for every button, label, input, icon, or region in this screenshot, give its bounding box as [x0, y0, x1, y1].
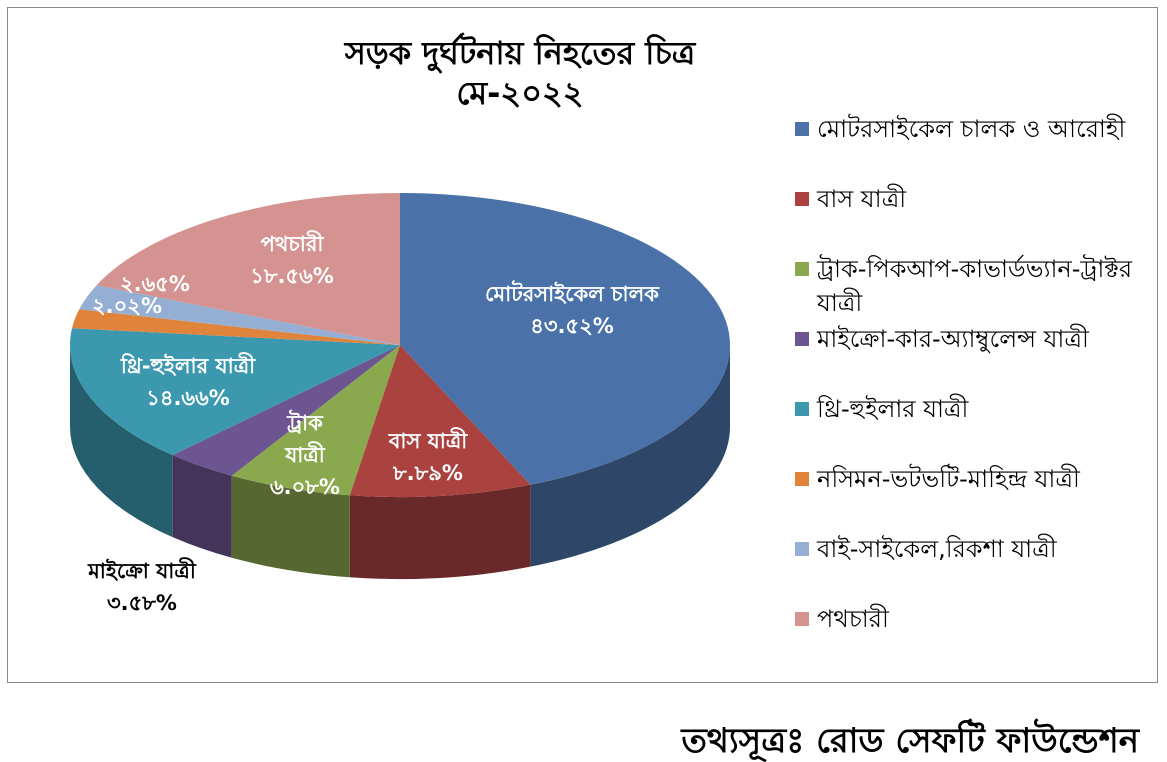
data-label-value: ১৪.৬৬% — [146, 386, 230, 410]
data-label: থ্রি-হুইলার যাত্রী ১৪.৬৬% — [58, 350, 318, 414]
legend-swatch — [795, 472, 809, 486]
data-label-value: ২.০২% — [92, 294, 162, 318]
legend-item: থ্রি-হুইলার যাত্রী — [795, 392, 968, 426]
slice-side — [349, 484, 531, 579]
legend-label: পথচারী — [817, 605, 889, 633]
legend-item: মোটরসাইকেল চালক ও আরোহী — [795, 112, 1125, 146]
legend-label: বাই-সাইকেল,রিকশা যাত্রী — [817, 535, 1057, 563]
data-label: মোটরসাইকেল চালক ৪৩.৫২% — [472, 278, 672, 342]
data-label-name: পথচারী — [260, 232, 324, 256]
legend-item: নসিমন-ভটভটি-মাহিন্দ্র যাত্রী — [795, 462, 1080, 496]
data-label: পথচারী ১৮.৫৬% — [217, 228, 367, 292]
data-label-value: ২.৬৫% — [120, 272, 190, 296]
chart-title: সড়ক দুর্ঘটনায় নিহতের চিত্র — [344, 34, 696, 72]
data-label-name: থ্রি-হুইলার যাত্রী — [120, 354, 256, 378]
legend-label: থ্রি-হুইলার যাত্রী — [817, 395, 969, 423]
slice — [69, 328, 400, 456]
slice — [231, 345, 400, 496]
data-label-value: ৬.০৮% — [270, 475, 340, 499]
slice-side — [530, 345, 730, 567]
slice-side — [172, 455, 232, 558]
chart-subtitle: মে-২০২২ — [456, 74, 584, 112]
slice — [96, 193, 401, 345]
data-label-name: মাইক্রো যাত্রী — [88, 559, 196, 583]
data-label-value: ৪৩.৫২% — [530, 314, 614, 338]
data-label: ট্রাক যাত্রী ৬.০৮% — [265, 407, 345, 503]
legend-item: মাইক্রো-কার-অ্যাম্বুলেন্স যাত্রী — [795, 322, 1089, 356]
data-label-value: ৮.৮৯% — [393, 461, 463, 485]
legend-swatch — [795, 122, 809, 136]
slice — [79, 285, 400, 345]
legend-swatch — [795, 612, 809, 626]
legend-label: মাইক্রো-কার-অ্যাম্বুলেন্স যাত্রী — [817, 325, 1089, 353]
data-label: বাস যাত্রী ৮.৮৯% — [353, 425, 503, 489]
slice-side — [231, 475, 350, 578]
source-note: তথ্যসূত্রঃ রোড সেফটি ফাউন্ডেশন — [681, 721, 1139, 761]
slice — [400, 193, 731, 485]
legend-item: বাস যাত্রী — [795, 182, 906, 216]
legend-swatch — [795, 262, 809, 276]
legend-swatch — [795, 332, 809, 346]
legend-item: ট্রাক-পিকআপ-কাভার্ডভ্যান-ট্রাক্টর যাত্রী — [795, 252, 1145, 320]
data-label-value: ৩.৫৮% — [107, 591, 177, 615]
data-label: ২.০২% — [77, 290, 177, 322]
legend-label: নসিমন-ভটভটি-মাহিন্দ্র যাত্রী — [817, 465, 1080, 493]
data-label: মাইক্রো যাত্রী ৩.৫৮% — [42, 555, 242, 619]
data-label-value: ১৮.৫৬% — [250, 264, 334, 288]
legend-item: বাই-সাইকেল,রিকশা যাত্রী — [795, 532, 1057, 566]
legend-label: মোটরসাইকেল চালক ও আরোহী — [817, 115, 1126, 143]
data-label-name: বাস যাত্রী — [388, 429, 468, 453]
legend-swatch — [795, 192, 809, 206]
data-label-name: মোটরসাইকেল চালক — [484, 282, 659, 306]
slice — [349, 345, 531, 497]
legend-label: বাস যাত্রী — [817, 185, 907, 213]
slice-side — [70, 345, 173, 538]
legend-label: ট্রাক-পিকআপ-কাভার্ডভ্যান-ট্রাক্টর যাত্রী — [817, 255, 1133, 317]
data-label-name: ট্রাক যাত্রী — [285, 411, 325, 467]
legend-item: পথচারী — [795, 602, 889, 636]
data-label: ২.৬৫% — [105, 268, 205, 300]
legend-swatch — [795, 402, 809, 416]
slice — [172, 345, 400, 476]
slice — [72, 309, 401, 345]
legend-swatch — [795, 542, 809, 556]
